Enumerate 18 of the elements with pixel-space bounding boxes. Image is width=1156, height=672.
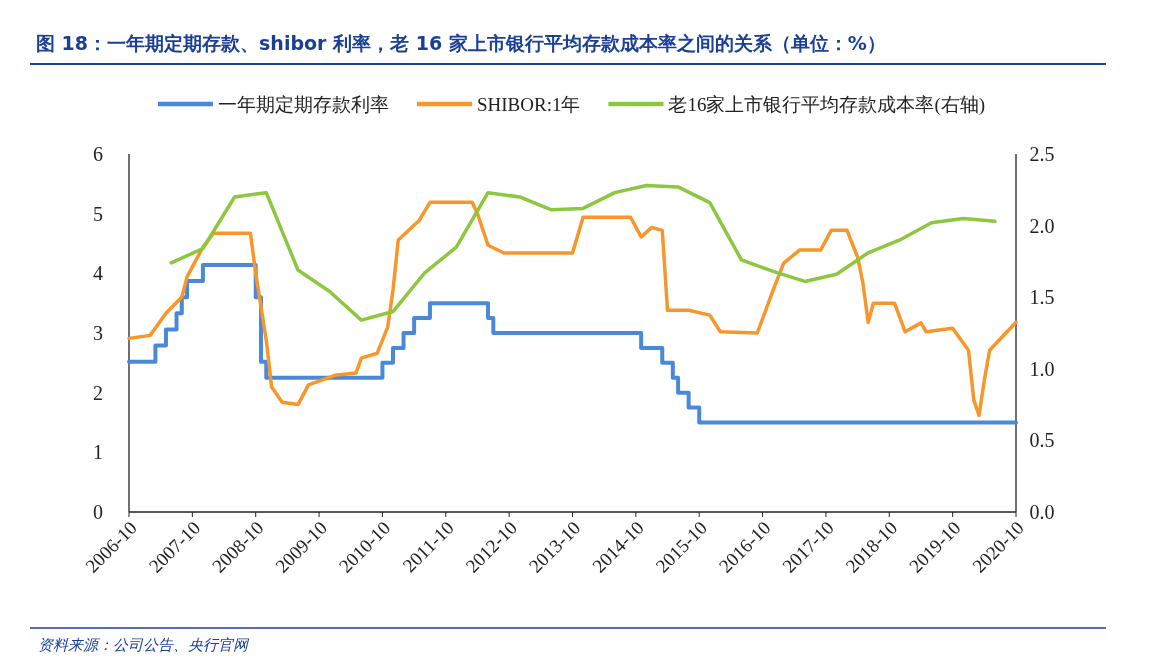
y-tick-label: 5	[93, 202, 103, 225]
y2-tick-label: 1.0	[1029, 357, 1055, 380]
title: 图 18：一年期定期存款、shibor 利率，老 16 家上市银行平均存款成本率之间的关系（单位：%）	[36, 32, 886, 54]
y-tick-label: 4	[93, 262, 103, 285]
y-tick-label: 0	[93, 501, 103, 523]
y2-tick-label: 2.0	[1029, 214, 1055, 237]
y-tick-label: 2	[93, 381, 103, 404]
annotation: 资料来源：公司公告、央行官网	[38, 636, 248, 654]
y-tick-label: 1	[93, 441, 103, 464]
y2-tick-label: 0.5	[1029, 429, 1055, 452]
legend-label: SHIBOR:1年	[477, 94, 581, 115]
y2-tick-label: 1.5	[1029, 286, 1055, 309]
y-tick-label: 6	[93, 143, 103, 165]
legend-label: 一年期定期存款利率	[218, 94, 389, 115]
y2-tick-label: 0.0	[1029, 501, 1055, 523]
y2-tick-label: 2.5	[1029, 143, 1055, 165]
y-tick-label: 3	[93, 322, 103, 344]
legend-label: 老16家上市银行平均存款成本率(右轴)	[668, 94, 986, 116]
